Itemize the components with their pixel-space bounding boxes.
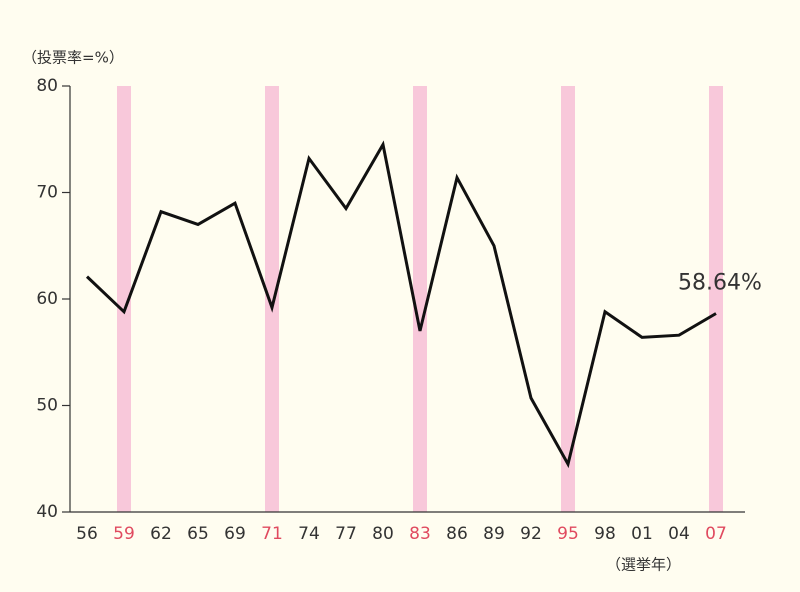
highlight-band — [117, 86, 131, 512]
x-tick-label: 01 — [631, 524, 653, 544]
x-tick-label: 69 — [224, 524, 246, 544]
y-tick-label: 40 — [36, 502, 58, 522]
x-tick-label: 86 — [446, 524, 468, 544]
x-tick-label: 98 — [594, 524, 616, 544]
y-axis-label: （投票率=%） — [22, 49, 124, 67]
x-tick-label: 89 — [483, 524, 505, 544]
annotation: 58.64% — [678, 270, 762, 295]
x-tick-label: 65 — [187, 524, 209, 544]
x-tick-label: 04 — [668, 524, 690, 544]
highlight-band — [709, 86, 723, 512]
y-tick-label: 50 — [36, 396, 58, 416]
x-tick-label: 07 — [705, 524, 727, 544]
y-tick-label: 60 — [36, 289, 58, 309]
y-tick-label: 70 — [36, 183, 58, 203]
line — [85, 140, 717, 469]
x-tick-label: 92 — [520, 524, 542, 544]
x-tick-label: 71 — [261, 524, 283, 544]
x-tick-label: 56 — [76, 524, 98, 544]
x-tick-label: 95 — [557, 524, 579, 544]
x-tick-label: 74 — [298, 524, 320, 544]
y-tick-label: 80 — [36, 76, 58, 96]
highlight-band — [265, 86, 279, 512]
highlight-band — [413, 86, 427, 512]
x-tick-label: 59 — [113, 524, 135, 544]
x-tick-label: 80 — [372, 524, 394, 544]
highlight-band — [561, 86, 575, 512]
x-axis-label: （選挙年） — [606, 556, 681, 574]
x-tick-label: 83 — [409, 524, 431, 544]
x-tick-label: 77 — [335, 524, 357, 544]
x-tick-label: 62 — [150, 524, 172, 544]
